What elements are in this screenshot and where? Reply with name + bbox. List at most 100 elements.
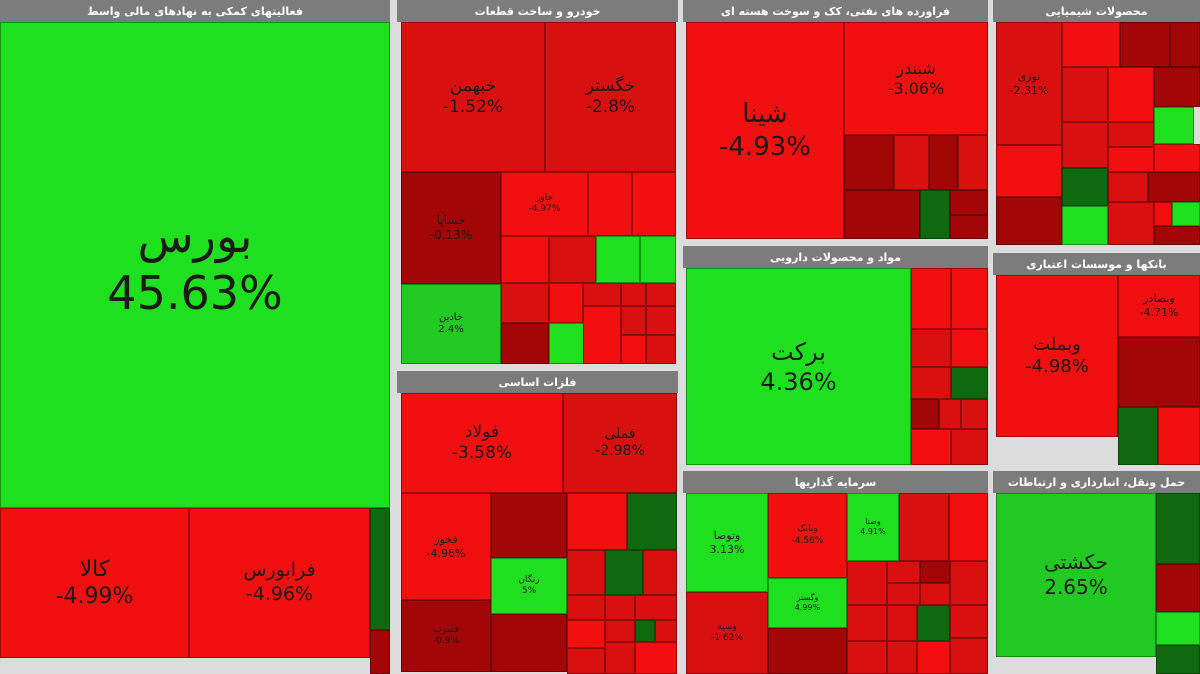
stock-tile-small[interactable] [549, 236, 596, 283]
stock-tile-small[interactable] [951, 429, 988, 465]
stock-tile-small[interactable] [370, 630, 390, 674]
stock-tile-small[interactable] [646, 283, 676, 306]
stock-tile-small[interactable] [949, 493, 988, 561]
stock-tile-small[interactable] [920, 583, 950, 605]
stock-tile-small[interactable] [911, 399, 939, 429]
stock-tile-small[interactable] [567, 648, 605, 674]
stock-tile-small[interactable] [951, 367, 988, 399]
stock-tile-small[interactable] [899, 493, 949, 561]
stock-tile[interactable]: خگستر -2.8% [545, 22, 676, 172]
stock-tile-small[interactable] [1062, 206, 1108, 245]
stock-tile-small[interactable] [1154, 144, 1200, 172]
stock-tile[interactable]: وصنا 4.91% [847, 493, 899, 561]
stock-tile-small[interactable] [1108, 202, 1154, 245]
stock-tile[interactable]: وبصادر -4.71% [1118, 275, 1200, 337]
stock-tile-small[interactable] [640, 236, 676, 283]
stock-tile-small[interactable] [1154, 226, 1200, 245]
stock-tile-small[interactable] [1156, 564, 1200, 612]
stock-tile-small[interactable] [1118, 337, 1200, 407]
stock-tile-small[interactable] [1062, 22, 1120, 67]
stock-tile-small[interactable] [1154, 202, 1172, 226]
stock-tile-small[interactable] [996, 145, 1062, 197]
stock-tile-small[interactable] [911, 429, 951, 465]
stock-tile-small[interactable] [950, 605, 988, 638]
stock-tile-small[interactable] [1108, 147, 1154, 172]
stock-tile[interactable]: خبهمن -1.52% [401, 22, 545, 172]
stock-tile-small[interactable] [596, 236, 640, 283]
stock-tile-small[interactable] [847, 641, 887, 674]
stock-tile-small[interactable] [929, 135, 958, 190]
stock-tile-small[interactable] [549, 283, 583, 323]
stock-tile-small[interactable] [950, 638, 988, 674]
stock-tile-small[interactable] [917, 641, 950, 674]
stock-tile-small[interactable] [643, 550, 677, 595]
stock-tile-small[interactable] [605, 595, 635, 620]
stock-tile-small[interactable] [950, 190, 988, 215]
stock-tile[interactable]: برکت 4.36% [686, 268, 911, 465]
stock-tile[interactable]: کالا -4.99% [0, 508, 189, 658]
stock-tile[interactable]: فخوز -4.96% [401, 493, 491, 600]
stock-tile-small[interactable] [958, 135, 988, 190]
stock-tile-small[interactable] [567, 550, 605, 595]
stock-tile-small[interactable] [1154, 67, 1200, 107]
stock-tile-small[interactable] [1156, 493, 1200, 564]
stock-tile[interactable]: وسپه -1.62% [686, 592, 768, 674]
stock-tile[interactable]: وبملت -4.98% [996, 275, 1118, 437]
stock-tile-small[interactable] [1156, 612, 1200, 645]
stock-tile-small[interactable] [501, 236, 549, 283]
stock-tile-small[interactable] [635, 620, 655, 642]
stock-tile-small[interactable] [847, 561, 887, 605]
stock-tile-small[interactable] [1108, 172, 1148, 202]
stock-tile[interactable]: خساپا -0.13% [401, 172, 501, 284]
stock-tile-small[interactable] [567, 493, 627, 550]
stock-tile-small[interactable] [920, 561, 950, 583]
stock-tile-small[interactable] [621, 306, 646, 335]
stock-tile-small[interactable] [1172, 202, 1200, 226]
stock-tile[interactable]: وبانک -4.56% [768, 493, 847, 578]
stock-tile-small[interactable] [887, 583, 920, 605]
stock-tile-small[interactable] [768, 628, 847, 674]
stock-tile-small[interactable] [996, 197, 1062, 245]
stock-tile[interactable]: بورس 45.63% [0, 22, 390, 508]
stock-tile-small[interactable] [894, 135, 929, 190]
stock-tile-small[interactable] [1062, 122, 1108, 168]
stock-tile-small[interactable] [655, 620, 677, 642]
stock-tile-small[interactable] [911, 329, 951, 367]
stock-tile[interactable]: فولاد -3.58% [401, 393, 563, 493]
stock-tile-small[interactable] [646, 335, 676, 364]
stock-tile-small[interactable] [605, 620, 635, 642]
stock-tile-small[interactable] [621, 335, 646, 364]
stock-tile-small[interactable] [491, 614, 567, 672]
stock-tile-small[interactable] [887, 641, 917, 674]
stock-tile[interactable]: نوری -2.31% [996, 22, 1062, 145]
stock-tile[interactable]: خاور -4.97% [501, 172, 588, 236]
stock-tile-small[interactable] [635, 642, 677, 674]
stock-tile-small[interactable] [939, 399, 961, 429]
stock-tile-small[interactable] [961, 399, 988, 429]
stock-tile[interactable]: حکشتی 2.65% [996, 493, 1156, 657]
stock-tile-small[interactable] [887, 605, 917, 641]
stock-tile-small[interactable] [1156, 645, 1200, 674]
stock-tile-small[interactable] [950, 561, 988, 605]
stock-tile[interactable]: شبندر -3.06% [844, 22, 988, 135]
stock-tile[interactable]: شینا -4.93% [686, 22, 844, 239]
stock-tile-small[interactable] [632, 172, 676, 236]
stock-tile-small[interactable] [621, 283, 646, 306]
stock-tile-small[interactable] [635, 595, 677, 620]
stock-tile-small[interactable] [567, 620, 605, 648]
stock-tile-small[interactable] [1062, 168, 1108, 206]
stock-tile-small[interactable] [1062, 67, 1108, 122]
stock-tile-small[interactable] [501, 323, 549, 364]
stock-tile-small[interactable] [917, 605, 950, 641]
stock-tile-small[interactable] [583, 306, 621, 364]
stock-tile-small[interactable] [887, 561, 920, 583]
stock-tile-small[interactable] [951, 329, 988, 367]
stock-tile-small[interactable] [501, 283, 549, 323]
stock-tile-small[interactable] [1118, 407, 1158, 465]
stock-tile-small[interactable] [605, 550, 643, 595]
stock-tile-small[interactable] [844, 190, 920, 239]
stock-tile-small[interactable] [588, 172, 632, 236]
stock-tile-small[interactable] [627, 493, 677, 550]
stock-tile-small[interactable] [1170, 22, 1200, 67]
stock-tile-small[interactable] [567, 595, 605, 620]
